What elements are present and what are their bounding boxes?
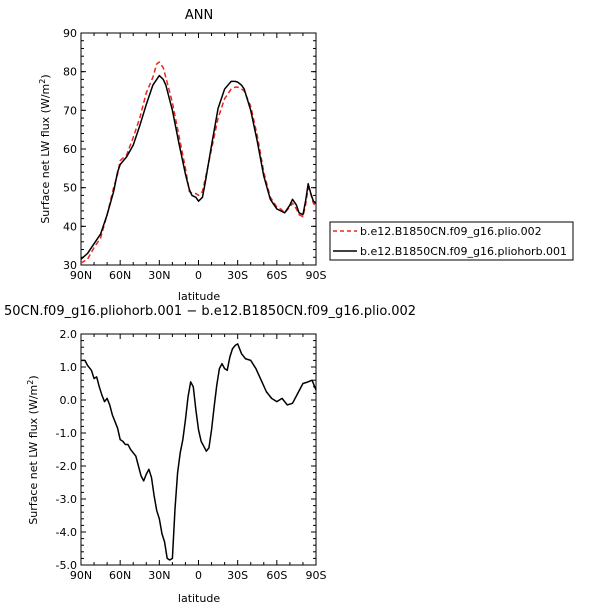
bottom-chart-title: 50CN.f09_g16.pliohorb.001 − b.e12.B1850C… [4,304,416,319]
x-tick-label: 90S [306,269,327,282]
x-tick-label: 30N [148,569,170,582]
x-tick-label: 90N [70,569,92,582]
top-chart-title: ANN [185,8,213,23]
bottom-chart-axes: 90N 60N 30N 0 30S 60S 90S 2.0 1.0 0.0 -1.0 -2.0 -3.0… [56,328,327,582]
y-tick-label: -2.0 [56,460,77,473]
y-tick-label: 70 [63,104,77,117]
y-tick-label: 0.0 [60,394,78,407]
x-tick-label: 90N [70,269,92,282]
y-tick-label: -5.0 [56,559,77,572]
bottom-chart-ylabel: Surface net LW flux (W/m2) [26,375,40,524]
y-tick-label: -4.0 [56,526,77,539]
top-chart-xlabel: latitude [178,290,220,303]
x-tick-label: 30S [227,569,248,582]
top-chart-axes: 90N 60N 30N 0 30S 60S 90S 30 40 50 60 70 80 90 [63,27,327,282]
top-chart-legend: b.e12.B1850CN.f09_g16.plio.002 b.e12.B18… [329,221,574,261]
x-tick-label: 90S [306,569,327,582]
top-chart-series [80,61,317,264]
y-tick-label: -1.0 [56,427,77,440]
x-tick-label: 0 [195,269,202,282]
x-tick-label: 60S [266,569,287,582]
bottom-chart-xlabel: latitude [178,592,220,605]
y-tick-label: 1.0 [60,361,78,374]
y-tick-label: 50 [63,182,77,195]
top-chart-ylabel: Surface net LW flux (W/m2) [38,74,52,223]
legend-label-plio: b.e12.B1850CN.f09_g16.plio.002 [360,225,542,238]
plot-frame [80,333,317,566]
series-line-1 [80,74,317,260]
series-line-0 [81,343,317,561]
y-tick-label: -3.0 [56,493,77,506]
series-line-0 [80,61,317,264]
bottom-chart-series [81,343,317,561]
y-tick-label: 90 [63,27,77,40]
plot-frame [80,32,317,266]
x-tick-label: 60N [109,569,131,582]
x-tick-label: 60N [109,269,131,282]
y-tick-label: 40 [63,220,77,233]
x-tick-label: 60S [266,269,287,282]
y-tick-label: 30 [63,259,77,272]
x-tick-label: 30S [227,269,248,282]
y-tick-label: 80 [63,66,77,79]
x-tick-label: 30N [148,269,170,282]
bottom-chart: 50CN.f09_g16.pliohorb.001 − b.e12.B1850C… [4,304,416,605]
legend-box [329,221,574,261]
top-chart: ANN 90N 60N 30N 0 30S 60S 90S 30 40 50 60 70 80 90 la… [38,8,574,303]
y-tick-label: 2.0 [60,328,78,341]
legend-label-pliohorb: b.e12.B1850CN.f09_g16.pliohorb.001 [360,245,567,258]
x-tick-label: 0 [195,569,202,582]
y-tick-label: 60 [63,143,77,156]
